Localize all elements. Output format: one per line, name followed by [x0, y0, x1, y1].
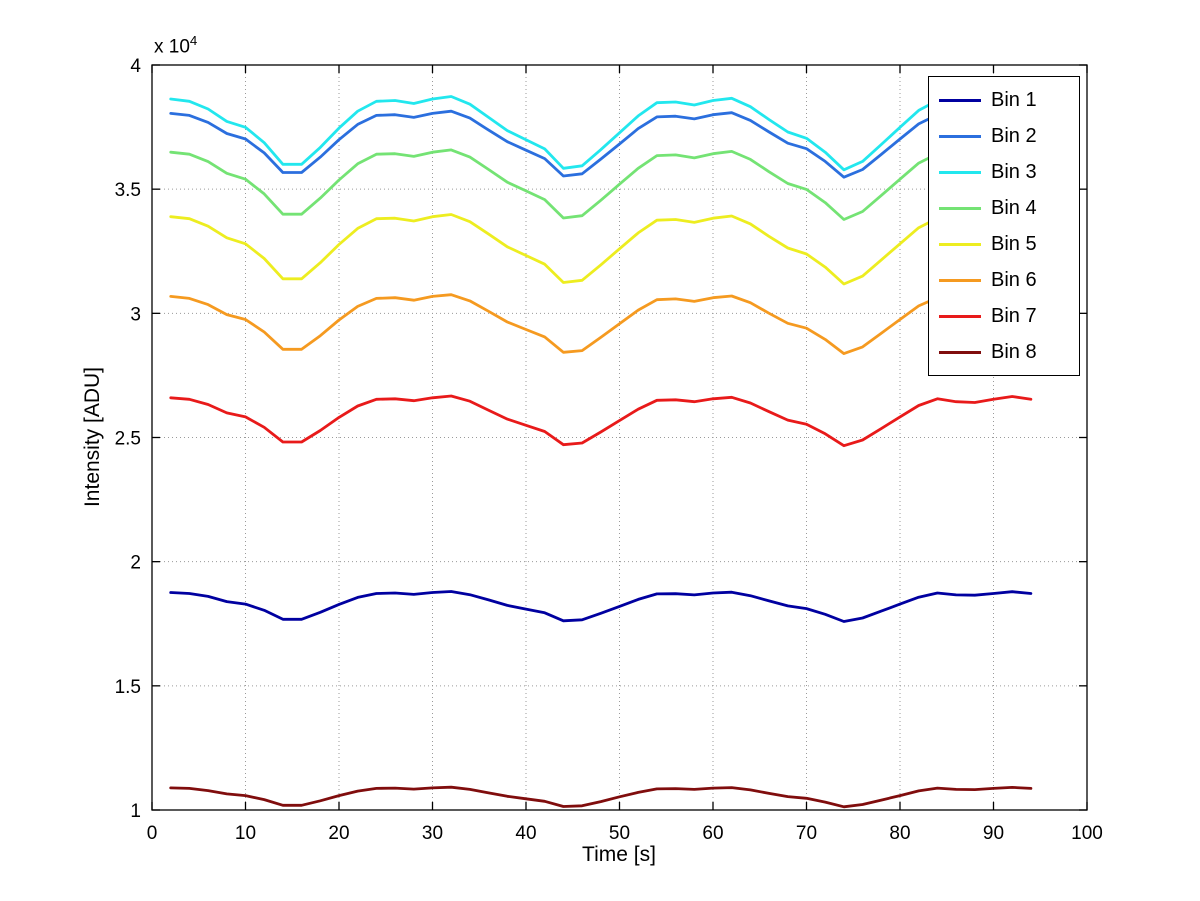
legend: Bin 1 Bin 2 Bin 3 Bin 4 Bin 5 Bin 6 Bin 7 Bin 8 [928, 76, 1080, 376]
x-tick-label: 100 [1071, 823, 1103, 844]
legend-entry-bin-3: Bin 3 [939, 154, 1079, 190]
y-tick-label: 3.5 [115, 180, 141, 201]
series-line-bin-2 [169, 109, 1033, 179]
series-line-bin-8 [169, 785, 1033, 809]
series-line-bin-7 [169, 394, 1033, 448]
y-tick-label: 1 [130, 801, 141, 822]
legend-entry-bin-2: Bin 2 [939, 118, 1079, 154]
legend-entry-bin-5: Bin 5 [939, 226, 1079, 262]
legend-line-sample [939, 134, 981, 138]
legend-entry-bin-1: Bin 1 [939, 82, 1079, 118]
x-tick-label: 10 [235, 823, 256, 844]
legend-entry-bin-7: Bin 7 [939, 298, 1079, 334]
y-tick-label: 2 [130, 553, 141, 574]
x-tick-label: 20 [328, 823, 349, 844]
x-tick-label: 70 [796, 823, 817, 844]
legend-label: Bin 7 [991, 304, 1037, 327]
series-line-bin-6 [169, 293, 1033, 356]
legend-line-sample [939, 170, 981, 174]
legend-label: Bin 6 [991, 268, 1037, 291]
y-axis-multiplier-label: x 104 [154, 33, 197, 58]
y-tick-label: 4 [130, 56, 141, 77]
legend-line-sample [939, 206, 981, 210]
y-axis-label: Intensity [ADU] [81, 366, 104, 508]
legend-line-sample [939, 350, 981, 354]
x-tick-label: 30 [422, 823, 443, 844]
y-axis-multiplier-prefix: x 10 [154, 36, 190, 58]
y-tick-label: 3 [130, 304, 141, 325]
series-line-bin-4 [169, 148, 1033, 221]
x-tick-label: 50 [609, 823, 630, 844]
x-tick-label: 60 [702, 823, 723, 844]
legend-entry-bin-8: Bin 8 [939, 334, 1079, 370]
x-tick-label: 0 [147, 823, 158, 844]
legend-line-sample [939, 278, 981, 282]
legend-label: Bin 5 [991, 232, 1037, 255]
legend-entry-bin-4: Bin 4 [939, 190, 1079, 226]
x-tick-label: 40 [515, 823, 536, 844]
legend-label: Bin 8 [991, 340, 1037, 363]
series-line-bin-3 [169, 95, 1033, 172]
legend-label: Bin 4 [991, 196, 1037, 219]
legend-line-sample [939, 242, 981, 246]
legend-entry-bin-6: Bin 6 [939, 262, 1079, 298]
legend-label: Bin 2 [991, 124, 1037, 147]
series-line-bin-1 [169, 590, 1033, 623]
series-line-bin-5 [169, 213, 1033, 286]
x-tick-label: 90 [983, 823, 1004, 844]
legend-label: Bin 1 [991, 88, 1037, 111]
legend-line-sample [939, 314, 981, 318]
legend-label: Bin 3 [991, 160, 1037, 183]
y-axis-multiplier-exponent: 4 [189, 33, 198, 48]
y-tick-label: 1.5 [115, 677, 141, 698]
y-tick-label: 2.5 [115, 429, 141, 450]
legend-line-sample [939, 98, 981, 102]
x-tick-label: 80 [889, 823, 910, 844]
x-axis-label: Time [s] [582, 843, 656, 866]
